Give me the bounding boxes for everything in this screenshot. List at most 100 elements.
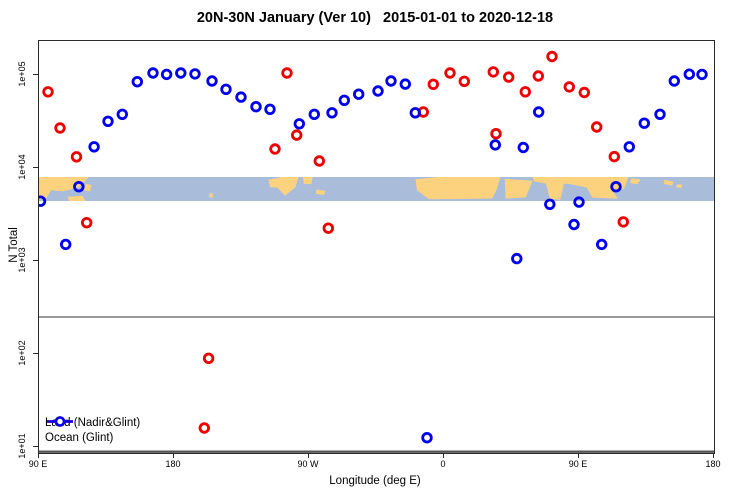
x-tick-mark — [172, 453, 174, 458]
data-point-ocean — [353, 88, 365, 100]
y-tick-mark — [33, 352, 38, 354]
data-point-land — [313, 155, 326, 167]
data-point-ocean — [235, 91, 247, 103]
data-point-ocean — [544, 198, 556, 211]
data-point-ocean — [116, 108, 129, 121]
data-point-land — [198, 422, 211, 434]
map-band-land — [315, 189, 326, 195]
data-point-ocean — [264, 103, 276, 116]
chart-title: 20N-30N January (Ver 10) 2015-01-01 to 2… — [196, 10, 554, 26]
x-tick-label: 180 — [165, 459, 181, 469]
data-point-ocean — [654, 108, 666, 121]
map-band-land — [504, 178, 533, 199]
y-tick-label: 1e+05 — [17, 61, 27, 87]
data-point-ocean — [102, 115, 114, 128]
map-band-land — [84, 183, 92, 192]
y-tick-mark — [33, 73, 38, 75]
map-band-land — [67, 195, 86, 201]
data-point-ocean — [511, 252, 523, 265]
y-tick-label: 1e+02 — [17, 340, 27, 366]
data-point-ocean — [131, 76, 144, 88]
data-point-ocean — [338, 94, 351, 107]
data-point-ocean — [326, 107, 338, 119]
x-tick-mark — [37, 453, 39, 458]
map-band — [39, 177, 714, 201]
data-point-ocean — [683, 68, 696, 80]
data-point-land — [578, 86, 591, 99]
map-band-land — [546, 183, 564, 200]
data-point-ocean — [610, 180, 622, 193]
y-tick-label: 1e+01 — [17, 433, 27, 459]
data-point-ocean — [175, 67, 187, 79]
plot-canvas — [39, 50, 714, 453]
data-point-land — [458, 75, 471, 88]
data-point-ocean — [39, 195, 47, 207]
data-point-ocean — [489, 139, 502, 151]
data-point-ocean — [596, 238, 608, 251]
data-point-land — [202, 352, 215, 365]
data-point-ocean — [517, 141, 530, 154]
y-tick-label: 1e+03 — [17, 247, 27, 273]
data-point-ocean — [421, 432, 433, 444]
x-axis-label: Longitude (deg E) — [329, 475, 421, 487]
x-tick-label: 0 — [440, 459, 446, 469]
data-point-ocean — [409, 107, 422, 119]
data-point-ocean — [250, 100, 262, 113]
data-point-land — [42, 86, 54, 98]
data-point-ocean — [73, 180, 85, 193]
legend-label-land: Land (Nadir&Glint) — [45, 416, 141, 429]
y-tick-label: 1e+04 — [17, 154, 27, 180]
data-point-ocean — [220, 83, 232, 96]
legend-label-ocean: Ocean (Glint) — [45, 431, 114, 444]
data-point-land — [444, 67, 456, 79]
map-band-land — [268, 177, 299, 196]
data-point-ocean — [568, 218, 580, 231]
x-tick-mark — [307, 453, 309, 458]
data-point-land — [322, 222, 335, 234]
data-point-ocean — [293, 118, 305, 130]
data-point-land — [70, 151, 83, 163]
plot-area: Land (Nadir&Glint) Ocean (Glint) — [38, 40, 715, 454]
data-point-ocean — [399, 78, 412, 90]
y-tick-mark — [33, 166, 38, 168]
data-point-ocean — [60, 238, 72, 251]
data-point-ocean — [668, 75, 681, 87]
data-point-land — [532, 70, 545, 82]
x-tick-label: 180 — [705, 459, 721, 469]
x-tick-label: 90 E — [568, 459, 588, 469]
data-point-land — [608, 150, 621, 163]
y-tick-mark — [33, 259, 38, 261]
map-band-land — [415, 177, 501, 200]
legend-item-ocean: Ocean (Glint) — [45, 416, 140, 445]
map-band-land — [209, 193, 213, 198]
x-tick-label: 90 W — [297, 459, 319, 469]
data-point-land — [281, 67, 293, 79]
data-point-ocean — [189, 68, 201, 80]
map-band-land — [663, 179, 674, 186]
map-band-land — [585, 184, 618, 199]
data-point-land — [591, 121, 603, 133]
x-tick-mark — [577, 453, 579, 458]
data-point-ocean — [573, 196, 585, 208]
data-point-land — [427, 78, 440, 91]
data-point-ocean — [533, 106, 545, 118]
data-point-ocean — [385, 75, 397, 87]
data-point-ocean — [147, 67, 159, 79]
data-point-ocean — [696, 68, 708, 81]
data-point-land — [487, 66, 500, 78]
data-point-land — [54, 122, 66, 134]
data-point-ocean — [638, 117, 651, 129]
map-band-land — [630, 178, 641, 185]
map-band-land — [675, 184, 683, 188]
data-point-ocean — [623, 141, 636, 153]
data-point-ocean — [206, 75, 218, 87]
x-tick-mark — [442, 453, 444, 458]
data-point-land — [490, 127, 502, 140]
legend: Land (Nadir&Glint) Ocean (Glint) — [45, 415, 140, 445]
data-point-land — [546, 50, 558, 63]
data-point-land — [563, 81, 576, 93]
data-point-land — [617, 216, 630, 228]
data-point-land — [291, 129, 303, 141]
data-point-land — [519, 86, 532, 98]
